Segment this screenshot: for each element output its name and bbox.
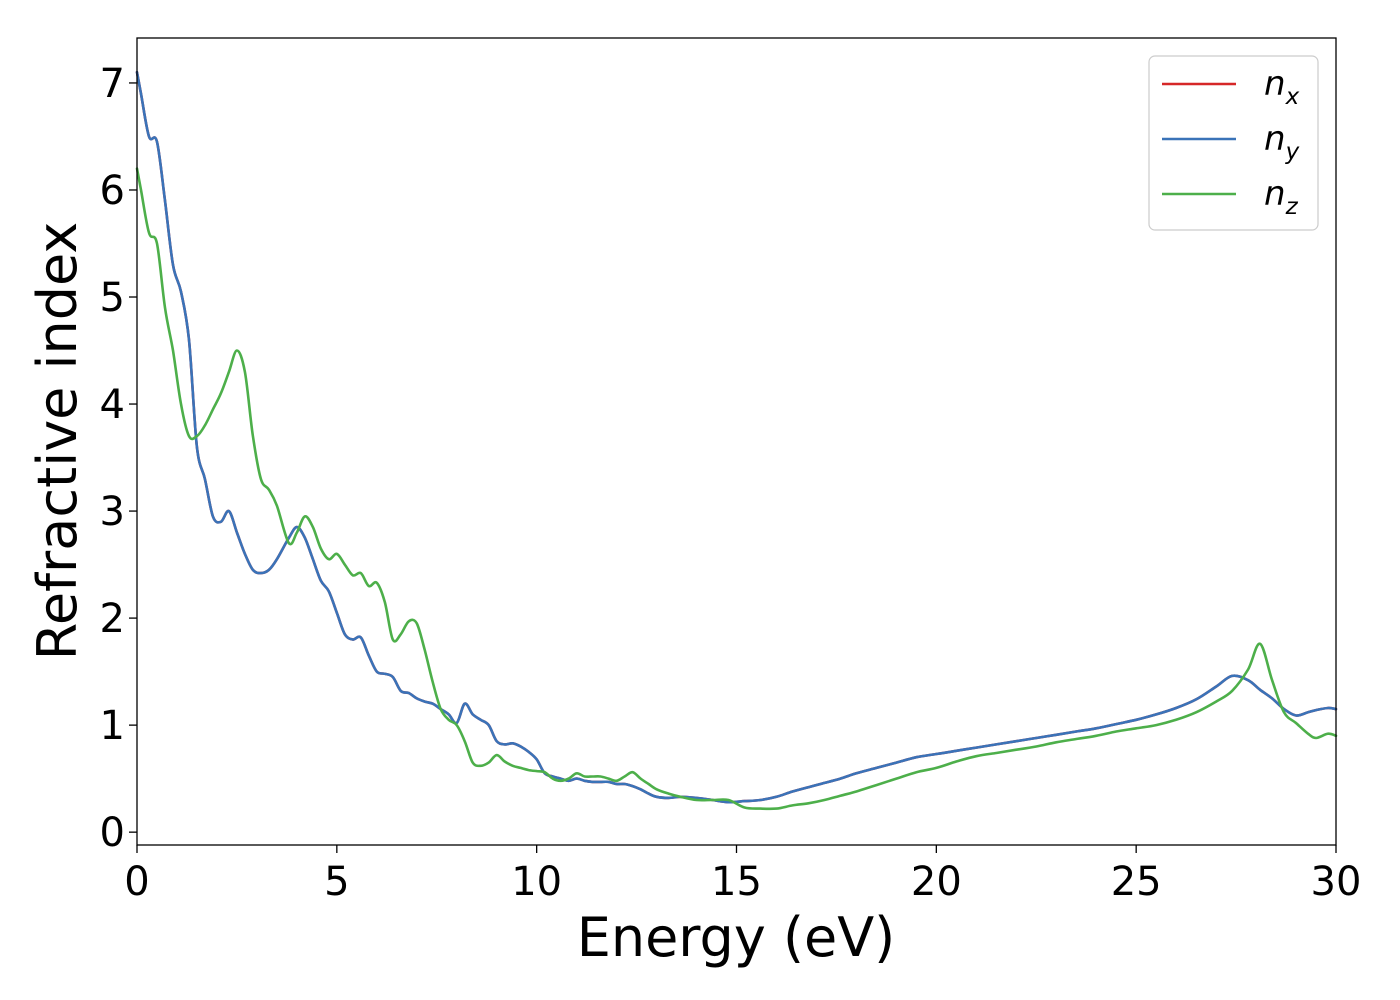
y-axis-ticks: 0 1 2 3 4 5 6 7 — [100, 61, 137, 856]
x-tick-label: 10 — [511, 859, 562, 905]
legend-label-nx: nx — [1264, 64, 1300, 110]
legend-label-ny: ny — [1264, 119, 1300, 165]
y-tick-label: 4 — [100, 382, 125, 428]
legend-label-nz: nz — [1264, 174, 1299, 220]
y-tick-label: 2 — [100, 596, 125, 642]
x-tick-label: 25 — [1111, 859, 1162, 905]
x-axis-label: Energy (eV) — [577, 906, 896, 969]
series-layer — [135, 70, 1338, 811]
y-tick-label: 7 — [100, 61, 125, 107]
legend-box — [1148, 55, 1319, 231]
series-line-nz — [135, 167, 1338, 811]
y-tick-label: 3 — [100, 489, 125, 535]
x-tick-label: 20 — [911, 859, 962, 905]
x-axis-ticks: 0 5 10 15 20 25 30 — [124, 845, 1361, 905]
y-axis-label: Refractive index — [26, 222, 89, 661]
x-tick-label: 30 — [1311, 859, 1362, 905]
y-tick-label: 6 — [100, 168, 125, 214]
y-tick-label: 5 — [100, 275, 125, 321]
x-tick-label: 15 — [711, 859, 762, 905]
x-tick-label: 5 — [324, 859, 349, 905]
x-tick-label: 0 — [124, 859, 149, 905]
legend: nx ny nz — [1148, 55, 1319, 231]
y-tick-label: 1 — [100, 703, 125, 749]
y-tick-label: 0 — [100, 810, 125, 856]
series-line-ny — [135, 70, 1338, 804]
